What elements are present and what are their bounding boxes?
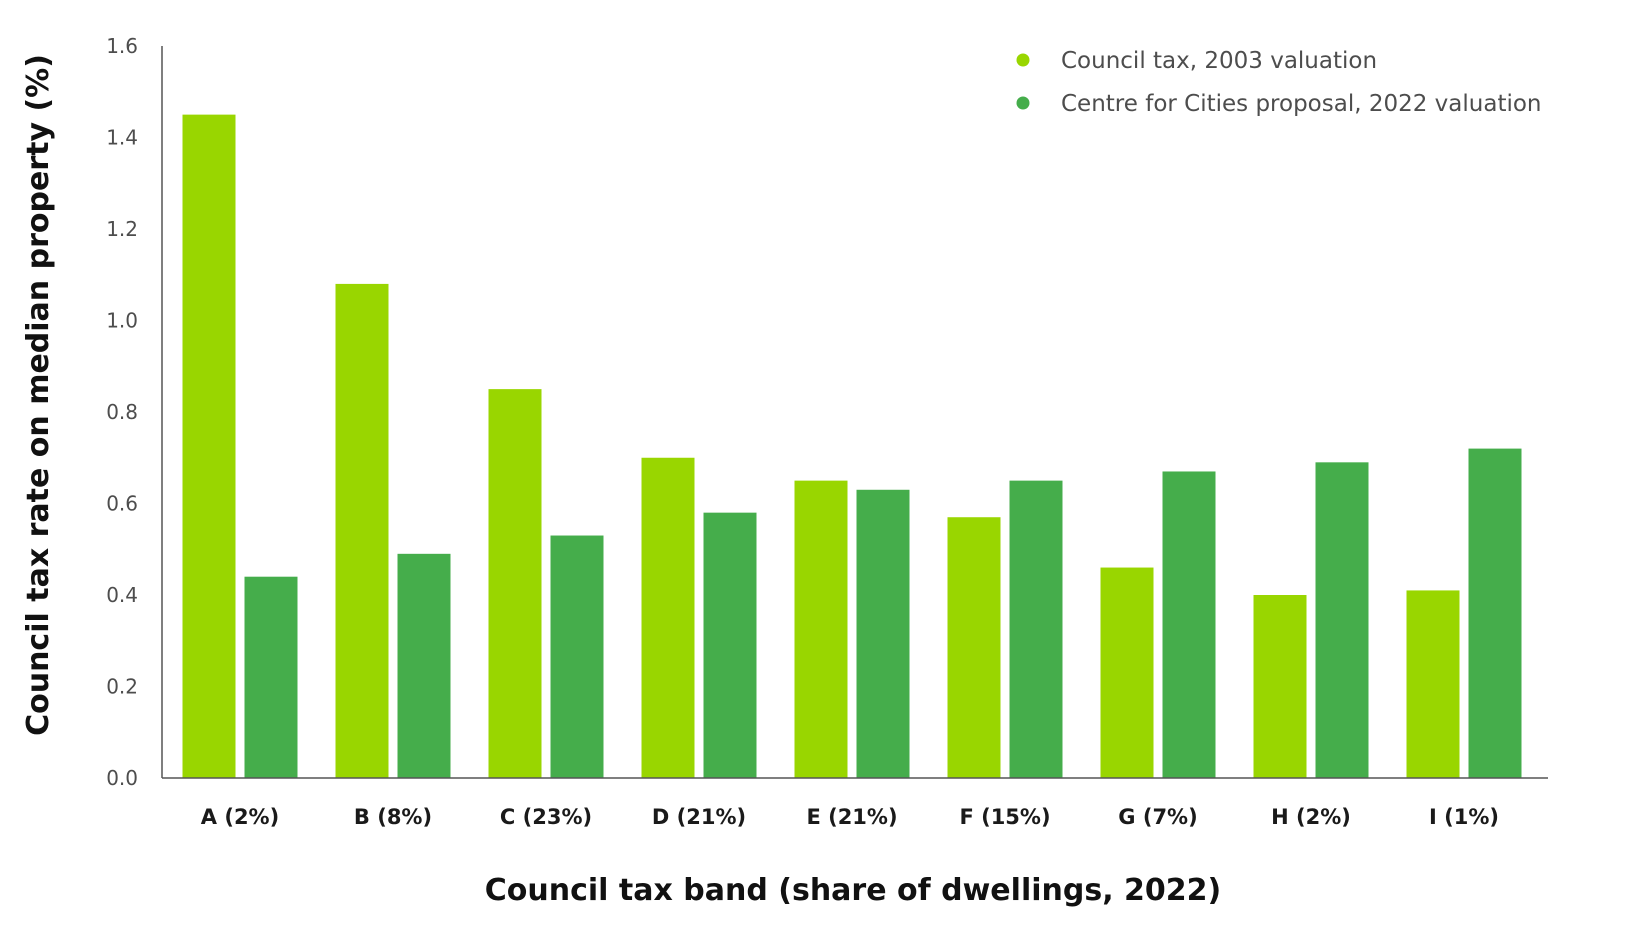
x-tick-label: A (2%) bbox=[201, 805, 279, 829]
bar-series1-b bbox=[335, 283, 389, 778]
x-tick-label: I (1%) bbox=[1429, 805, 1499, 829]
y-tick-label: 0.2 bbox=[106, 675, 138, 699]
y-tick-label: 1.6 bbox=[106, 34, 138, 58]
y-tick-label: 0.0 bbox=[106, 766, 138, 790]
bar-series2-g bbox=[1162, 471, 1216, 778]
bar-series1-a bbox=[182, 114, 236, 778]
bar-series2-i bbox=[1468, 448, 1522, 778]
bar-series1-i bbox=[1406, 590, 1460, 778]
legend: Council tax, 2003 valuation Centre for Ci… bbox=[1016, 48, 1542, 117]
bar-series2-d bbox=[703, 512, 757, 778]
legend-marker-series2 bbox=[1016, 96, 1030, 110]
y-axis-title: Council tax rate on median property (%) bbox=[21, 54, 56, 736]
x-tick-label: D (21%) bbox=[652, 805, 746, 829]
bar-series1-d bbox=[641, 457, 695, 778]
axes-layer bbox=[161, 46, 1548, 779]
x-tick-label: E (21%) bbox=[806, 805, 897, 829]
y-tick-label: 1.2 bbox=[106, 217, 138, 241]
bar-series1-e bbox=[794, 480, 848, 778]
x-tick-label: H (2%) bbox=[1271, 805, 1351, 829]
legend-label-series2: Centre for Cities proposal, 2022 valuati… bbox=[1061, 91, 1542, 117]
x-tick-label: B (8%) bbox=[354, 805, 432, 829]
bars-layer bbox=[182, 114, 1522, 778]
x-tick-labels: A (2%) B (8%) C (23%) D (21%) E (21%) F (15%)… bbox=[201, 805, 1499, 829]
bar-series1-f bbox=[947, 517, 1001, 778]
bar-series1-h bbox=[1253, 595, 1307, 778]
bar-series1-g bbox=[1100, 567, 1154, 778]
x-tick-label: G (7%) bbox=[1118, 805, 1197, 829]
x-tick-label: F (15%) bbox=[959, 805, 1050, 829]
bar-series2-b bbox=[397, 553, 451, 778]
y-tick-label: 1.4 bbox=[106, 126, 138, 150]
bar-series2-e bbox=[856, 489, 910, 778]
y-tick-label: 0.4 bbox=[106, 583, 138, 607]
y-tick-label: 1.0 bbox=[106, 309, 138, 333]
y-tick-label: 0.6 bbox=[106, 492, 138, 516]
bar-series2-c bbox=[550, 535, 604, 778]
y-tick-labels: 0.0 0.2 0.4 0.6 0.8 1.0 1.2 1.4 1.6 bbox=[106, 34, 138, 790]
bar-series2-a bbox=[244, 576, 298, 778]
legend-label-series1: Council tax, 2003 valuation bbox=[1061, 48, 1377, 74]
bar-series2-f bbox=[1009, 480, 1063, 778]
legend-marker-series1 bbox=[1016, 53, 1030, 67]
bar-series1-c bbox=[488, 389, 542, 778]
bar-series2-h bbox=[1315, 462, 1369, 778]
x-axis-title: Council tax band (share of dwellings, 20… bbox=[485, 873, 1222, 908]
x-tick-label: C (23%) bbox=[500, 805, 592, 829]
y-tick-label: 0.8 bbox=[106, 400, 138, 424]
